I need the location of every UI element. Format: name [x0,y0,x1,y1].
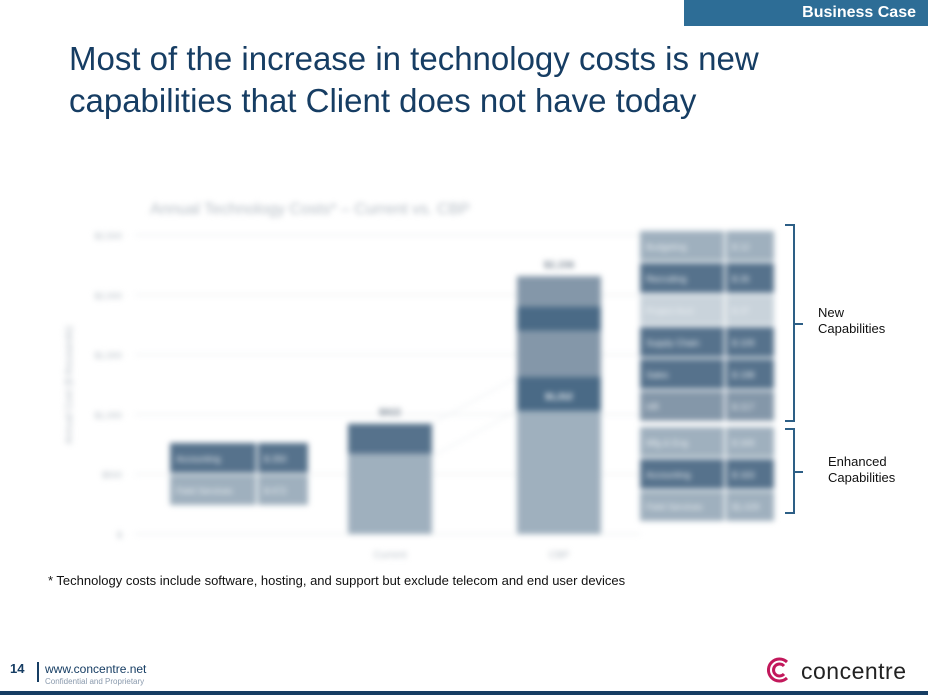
cbp-label-cell [640,263,724,293]
y-tick-label: $2,500 [94,231,122,241]
cbp-label: Recruiting [646,274,687,284]
breakdown-label: Field Services [176,486,233,496]
concentre-logo: concentre [767,656,917,688]
cbp-label-cell [640,327,724,357]
chart-svg: Annual Technology Costs* – Current vs. C… [64,201,774,561]
breakdown-label: Accounting [176,454,221,464]
section-tag: Business Case [684,0,928,26]
y-tick-label: $ [117,530,122,540]
logo-wordmark: concentre [801,658,907,684]
footer-rule [0,691,928,695]
connector-line [431,376,518,425]
cbp-label: Project Acct [646,306,694,316]
connector-line [431,410,518,457]
y-axis-label: Annual Cost ($ thousands) [64,326,75,444]
cbp-value-cell [726,263,774,293]
cbp-label-cell [640,359,724,389]
cbp-label-cell [640,391,724,421]
bar-segment-band [517,377,601,411]
cbp-value: $ 217 [732,402,755,412]
cbp-value: $1,029 [732,502,760,512]
bar-total-label: $2,156 [544,260,575,271]
enhanced-capabilities-bracket [785,428,803,514]
cbp-value-cell [726,491,774,521]
y-tick-label: $1,500 [94,351,122,361]
cbp-value: $ 26 [732,274,750,284]
cbp-value: $ 12 [732,242,750,252]
new-capabilities-bracket [785,224,803,422]
footer-url[interactable]: www.concentre.net [45,662,147,676]
bar-segment-band [517,306,601,331]
logo-mark-icon [767,657,789,683]
new-capabilities-label: New Capabilities [818,305,886,336]
technology-cost-chart: Annual Technology Costs* – Current vs. C… [50,185,830,570]
cbp-value: $ 349 [732,438,755,448]
cbp-label-cell [640,295,724,325]
cbp-label: Sales [646,370,669,380]
slide-title: Most of the increase in technology costs… [69,40,759,119]
cbp-label-cell [640,427,724,457]
cbp-value: $ 109 [732,338,755,348]
cbp-label: Field Services [646,502,703,512]
segment-value-label: $1,312 [545,391,573,401]
cbp-value-cell [726,391,774,421]
cbp-value-cell [726,427,774,457]
cbp-label: Supply Chain [646,338,700,348]
y-tick-label: $2,000 [94,291,122,301]
breakdown-value: $ 672 [264,486,287,496]
bar-segment [348,423,432,454]
x-tick-label: CBP [549,550,570,561]
cbp-value-cell [726,327,774,357]
cbp-label-cell [640,231,724,261]
cbp-value-cell [726,359,774,389]
cbp-label-cell [640,491,724,521]
footnote: * Technology costs include software, hos… [48,573,626,588]
breakdown-label-cell [170,443,256,473]
cbp-value-cell [726,459,774,489]
cbp-value: $ 163 [732,470,755,480]
breakdown-value-cell [258,475,308,505]
cbp-label: Accounting [646,470,691,480]
footer-divider [37,662,39,682]
cbp-label: Budgeting [646,242,687,252]
breakdown-label-cell [170,475,256,505]
bar-total-label: $922 [379,408,402,419]
chart-title: Annual Technology Costs* – Current vs. C… [150,201,470,218]
y-tick-label: $1,000 [94,410,122,420]
y-tick-label: $500 [102,470,122,480]
cbp-label: HR [646,402,659,412]
bar-segment [517,410,601,534]
breakdown-value-cell [258,443,308,473]
cbp-value-cell [726,295,774,325]
page-number: 14 [10,661,25,676]
x-tick-label: Current [373,550,407,561]
enhanced-capabilities-label: Enhanced Capabilities [828,454,896,485]
bar-segment [348,453,432,534]
cbp-value: $ 198 [732,370,755,380]
cbp-label-cell [640,459,724,489]
cbp-value: $ 37 [732,306,750,316]
cbp-value-cell [726,231,774,261]
confidential-notice: Confidential and Proprietary [45,677,145,686]
cbp-label: Mfg & Eng [646,438,688,448]
breakdown-value: $ 250 [264,454,287,464]
